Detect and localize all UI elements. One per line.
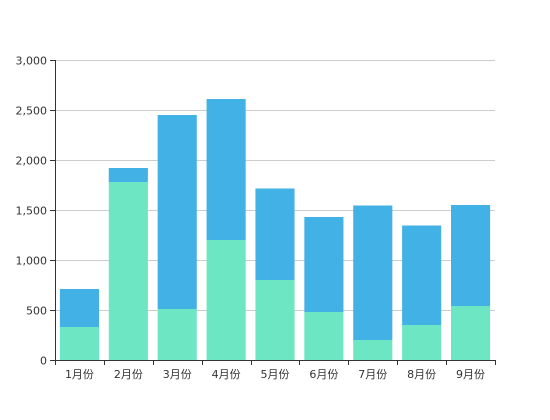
bar-segment-series-2[interactable] bbox=[206, 99, 246, 240]
bar-segment-series-1[interactable] bbox=[157, 309, 197, 360]
bar-segment-series-2[interactable] bbox=[255, 188, 295, 281]
bar-segment-series-1[interactable] bbox=[206, 240, 246, 360]
bar-segment-series-2[interactable] bbox=[108, 168, 148, 182]
axis-layer: 0 500 1,000 1,500 2,000 2,500 3,000 1月份 2月份 3月份 4月… bbox=[16, 55, 496, 381]
bar-segment-series-1[interactable] bbox=[402, 325, 442, 360]
bar-segment-series-1[interactable] bbox=[59, 327, 99, 360]
bar-segment-series-2[interactable] bbox=[402, 225, 442, 326]
bar-segment-series-2[interactable] bbox=[304, 217, 344, 312]
bar-segment-series-2[interactable] bbox=[353, 205, 393, 341]
x-tick-label: 8月份 bbox=[407, 368, 436, 381]
x-tick-label: 1月份 bbox=[65, 368, 94, 381]
y-tick-label: 1,000 bbox=[16, 255, 48, 268]
bar-layer bbox=[59, 99, 491, 360]
x-tick-label: 4月份 bbox=[212, 368, 241, 381]
x-tick-label: 7月份 bbox=[358, 368, 387, 381]
y-tick-label: 1,500 bbox=[16, 205, 48, 218]
x-tick-label: 9月份 bbox=[456, 368, 485, 381]
x-tick-label: 6月份 bbox=[309, 368, 338, 381]
y-tick-label: 2,500 bbox=[16, 105, 48, 118]
bar-segment-series-1[interactable] bbox=[304, 312, 344, 360]
x-tick-label: 2月份 bbox=[114, 368, 143, 381]
bar-segment-series-2[interactable] bbox=[59, 289, 99, 327]
bar-segment-series-1[interactable] bbox=[255, 280, 295, 360]
bar-segment-series-2[interactable] bbox=[157, 115, 197, 309]
x-tick-label: 3月份 bbox=[163, 368, 192, 381]
y-tick-label: 0 bbox=[40, 355, 47, 368]
x-tick-label: 5月份 bbox=[261, 368, 290, 381]
bar-segment-series-1[interactable] bbox=[353, 340, 393, 360]
bar-segment-series-1[interactable] bbox=[108, 182, 148, 360]
y-tick-label: 500 bbox=[26, 305, 47, 318]
bar-segment-series-1[interactable] bbox=[451, 306, 491, 360]
y-tick-label: 3,000 bbox=[16, 55, 48, 68]
bar-segment-series-2[interactable] bbox=[451, 205, 491, 306]
y-tick-label: 2,000 bbox=[16, 155, 48, 168]
